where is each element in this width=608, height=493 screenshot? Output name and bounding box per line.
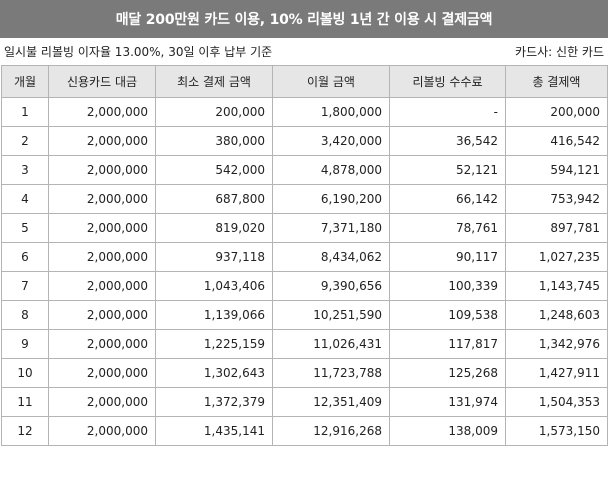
cell-carryover: 11,723,788	[272, 358, 390, 388]
interest-rate-note: 일시불 리볼빙 이자율 13.00%, 30일 이후 납부 기준	[4, 45, 273, 59]
cell-month: 7	[1, 271, 49, 301]
cell-total-payment: 1,504,353	[505, 387, 608, 417]
cell-revolving-fee: 78,761	[389, 213, 506, 243]
col-header-carryover: 이월 금액	[272, 65, 390, 98]
cell-min-payment: 1,043,406	[155, 271, 273, 301]
cell-carryover: 11,026,431	[272, 329, 390, 359]
cell-total-payment: 1,573,150	[505, 416, 608, 446]
table-row: 9 2,000,000 1,225,159 11,026,431 117,817 1,34…	[1, 329, 608, 359]
cell-card-bill: 2,000,000	[48, 97, 156, 127]
col-header-total-payment: 총 결제액	[505, 65, 608, 98]
cell-month: 1	[1, 97, 49, 127]
cell-card-bill: 2,000,000	[48, 358, 156, 388]
cell-min-payment: 937,118	[155, 242, 273, 272]
table-row: 4 2,000,000 687,800 6,190,200 66,142 753,942	[1, 184, 608, 214]
cell-card-bill: 2,000,000	[48, 329, 156, 359]
cell-total-payment: 1,027,235	[505, 242, 608, 272]
table-row: 8 2,000,000 1,139,066 10,251,590 109,538 1,24…	[1, 300, 608, 330]
cell-total-payment: 1,342,976	[505, 329, 608, 359]
cell-total-payment: 1,143,745	[505, 271, 608, 301]
cell-carryover: 1,800,000	[272, 97, 390, 127]
cell-revolving-fee: -	[389, 97, 506, 127]
cell-min-payment: 1,302,643	[155, 358, 273, 388]
cell-carryover: 6,190,200	[272, 184, 390, 214]
cell-min-payment: 1,139,066	[155, 300, 273, 330]
cell-carryover: 3,420,000	[272, 126, 390, 156]
table-row: 2 2,000,000 380,000 3,420,000 36,542 416,542	[1, 126, 608, 156]
cell-card-bill: 2,000,000	[48, 213, 156, 243]
cell-revolving-fee: 52,121	[389, 155, 506, 185]
card-issuer-note: 카드사: 신한 카드	[515, 45, 604, 59]
cell-min-payment: 687,800	[155, 184, 273, 214]
cell-month: 12	[1, 416, 49, 446]
cell-total-payment: 897,781	[505, 213, 608, 243]
cell-min-payment: 1,435,141	[155, 416, 273, 446]
cell-revolving-fee: 125,268	[389, 358, 506, 388]
table-row: 10 2,000,000 1,302,643 11,723,788 125,268 1,4…	[1, 358, 608, 388]
cell-carryover: 7,371,180	[272, 213, 390, 243]
cell-carryover: 4,878,000	[272, 155, 390, 185]
payment-table: 개월 신용카드 대금 최소 결제 금액 이월 금액 리볼빙 수수료 총 결제액 …	[1, 65, 608, 446]
cell-carryover: 9,390,656	[272, 271, 390, 301]
cell-month: 6	[1, 242, 49, 272]
table-row: 3 2,000,000 542,000 4,878,000 52,121 594,121	[1, 155, 608, 185]
cell-total-payment: 200,000	[505, 97, 608, 127]
cell-min-payment: 542,000	[155, 155, 273, 185]
table-row: 6 2,000,000 937,118 8,434,062 90,117 1,027,23…	[1, 242, 608, 272]
col-header-card-bill: 신용카드 대금	[48, 65, 156, 98]
cell-month: 2	[1, 126, 49, 156]
cell-carryover: 8,434,062	[272, 242, 390, 272]
cell-month: 8	[1, 300, 49, 330]
cell-card-bill: 2,000,000	[48, 387, 156, 417]
cell-min-payment: 1,372,379	[155, 387, 273, 417]
cell-month: 9	[1, 329, 49, 359]
subtitle-row: 일시불 리볼빙 이자율 13.00%, 30일 이후 납부 기준 카드사: 신한…	[0, 38, 608, 65]
cell-min-payment: 200,000	[155, 97, 273, 127]
cell-total-payment: 1,427,911	[505, 358, 608, 388]
cell-revolving-fee: 100,339	[389, 271, 506, 301]
cell-revolving-fee: 36,542	[389, 126, 506, 156]
cell-revolving-fee: 138,009	[389, 416, 506, 446]
col-header-month: 개월	[1, 65, 49, 98]
cell-card-bill: 2,000,000	[48, 300, 156, 330]
table-row: 7 2,000,000 1,043,406 9,390,656 100,339 1,143…	[1, 271, 608, 301]
cell-card-bill: 2,000,000	[48, 242, 156, 272]
col-header-revolving-fee: 리볼빙 수수료	[389, 65, 506, 98]
cell-revolving-fee: 131,974	[389, 387, 506, 417]
cell-card-bill: 2,000,000	[48, 416, 156, 446]
cell-total-payment: 594,121	[505, 155, 608, 185]
cell-month: 5	[1, 213, 49, 243]
cell-total-payment: 1,248,603	[505, 300, 608, 330]
cell-month: 3	[1, 155, 49, 185]
cell-revolving-fee: 117,817	[389, 329, 506, 359]
page-title: 매달 200만원 카드 이용, 10% 리볼빙 1년 간 이용 시 결제금액	[0, 0, 608, 38]
cell-month: 11	[1, 387, 49, 417]
cell-revolving-fee: 66,142	[389, 184, 506, 214]
table-row: 11 2,000,000 1,372,379 12,351,409 131,974 1,5…	[1, 387, 608, 417]
table-row: 1 2,000,000 200,000 1,800,000-200,000	[1, 97, 608, 127]
table-row: 5 2,000,000 819,020 7,371,180 78,761 897,781	[1, 213, 608, 243]
cell-min-payment: 1,225,159	[155, 329, 273, 359]
table-row: 12 2,000,000 1,435,141 12,916,268 138,009 1,5…	[1, 416, 608, 446]
cell-month: 10	[1, 358, 49, 388]
cell-month: 4	[1, 184, 49, 214]
table-header-row: 개월 신용카드 대금 최소 결제 금액 이월 금액 리볼빙 수수료 총 결제액	[1, 65, 608, 98]
col-header-min-payment: 최소 결제 금액	[155, 65, 273, 98]
cell-revolving-fee: 90,117	[389, 242, 506, 272]
cell-min-payment: 819,020	[155, 213, 273, 243]
cell-card-bill: 2,000,000	[48, 271, 156, 301]
cell-min-payment: 380,000	[155, 126, 273, 156]
cell-card-bill: 2,000,000	[48, 184, 156, 214]
cell-carryover: 10,251,590	[272, 300, 390, 330]
cell-carryover: 12,916,268	[272, 416, 390, 446]
cell-card-bill: 2,000,000	[48, 126, 156, 156]
cell-revolving-fee: 109,538	[389, 300, 506, 330]
cell-card-bill: 2,000,000	[48, 155, 156, 185]
cell-carryover: 12,351,409	[272, 387, 390, 417]
cell-total-payment: 753,942	[505, 184, 608, 214]
cell-total-payment: 416,542	[505, 126, 608, 156]
table-body: 1 2,000,000 200,000 1,800,000-200,000 2 2,000…	[1, 97, 608, 446]
